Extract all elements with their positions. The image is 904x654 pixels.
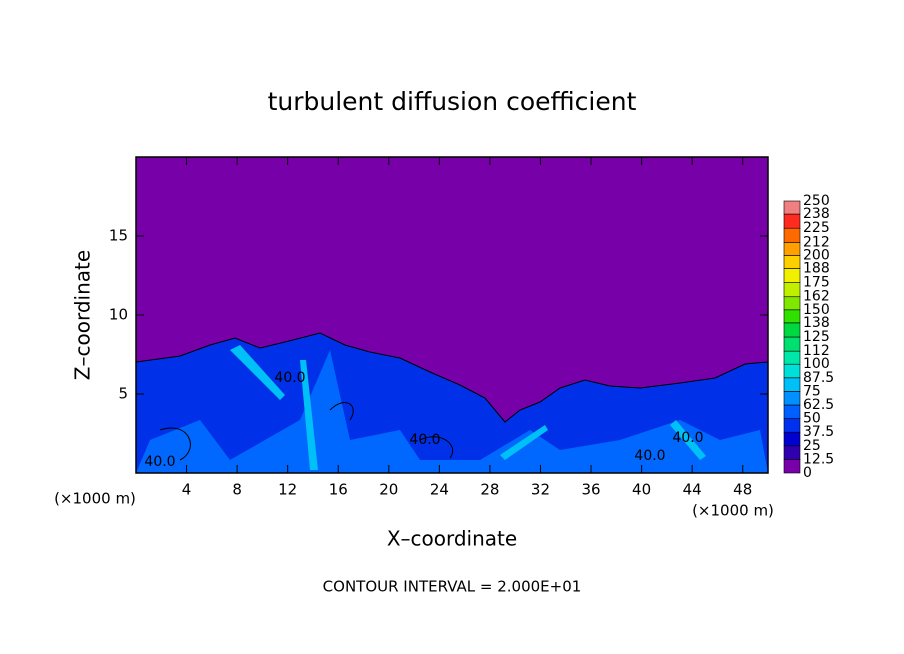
contour-line <box>159 402 453 461</box>
colorbar-band <box>783 445 801 460</box>
x-tick-label: 28 <box>480 481 499 499</box>
contour-label: 40.0 <box>634 448 665 464</box>
chart-title: turbulent diffusion coefficient <box>268 87 637 116</box>
colorbar-tick-label: 50 <box>803 411 821 427</box>
y-unit: (×1000 m) <box>692 502 774 520</box>
colorbar-band <box>783 213 801 229</box>
x-tick-label: 36 <box>581 481 600 499</box>
colorbar-band <box>783 431 801 447</box>
colorbar-tick-label: 100 <box>803 356 830 372</box>
colorbar-band <box>783 377 801 392</box>
colorbar-tick-label: 150 <box>803 302 830 318</box>
y-axis-label: Z–coordinate <box>71 250 95 380</box>
colorbar-tick-label: 238 <box>803 206 830 222</box>
x-tick-label: 48 <box>733 481 752 499</box>
contour-label: 40.0 <box>672 430 703 446</box>
colorbar-tick-label: 188 <box>803 260 830 276</box>
field <box>135 157 769 474</box>
colorbar-tick-label: 250 <box>803 193 830 209</box>
colorbar-band <box>783 336 801 352</box>
colorbar-band <box>783 404 801 419</box>
colorbar-tick-label: 62.5 <box>803 397 834 413</box>
y-tick-label: 10 <box>109 306 128 324</box>
colorbar-tick-label: 87.5 <box>803 370 834 386</box>
x-tick-label: 20 <box>379 481 398 499</box>
colorbar-band <box>783 459 801 474</box>
x-tick-label: 32 <box>531 481 550 499</box>
x-tick-label: 16 <box>329 481 348 499</box>
colorbar-band <box>783 227 801 243</box>
colorbar-band <box>783 296 801 311</box>
y-tick-label: 5 <box>118 385 128 403</box>
colorbar-band <box>783 322 801 338</box>
colorbar-band <box>783 350 801 365</box>
colorbar-tick-label: 25 <box>803 438 821 454</box>
y-tick-label: 15 <box>109 227 128 245</box>
x-tick-label: 12 <box>278 481 297 499</box>
colorbar-tick-label: 37.5 <box>803 424 834 440</box>
colorbar-band <box>783 282 801 298</box>
footer-note: CONTOUR INTERVAL = 2.000E+01 <box>323 578 582 596</box>
colorbar-band <box>783 255 801 269</box>
x-tick-label: 4 <box>182 481 192 499</box>
colorbar-tick-label: 75 <box>803 383 821 399</box>
colorbar-band <box>783 309 801 324</box>
colorbar-band <box>783 391 801 406</box>
contour-label: 40.0 <box>274 370 305 386</box>
colorbar-tick-label: 12.5 <box>803 451 834 467</box>
colorbar-tick-label: 112 <box>803 343 830 359</box>
contour-label: 40.0 <box>409 432 440 448</box>
colorbar-band <box>783 200 801 215</box>
colorbar-band <box>783 268 801 283</box>
colorbar-tick-label: 200 <box>803 247 830 263</box>
colorbar-tick-label: 125 <box>803 329 830 345</box>
x-axis-label: X–coordinate <box>387 527 517 551</box>
colorbar-tick-label: 162 <box>803 289 830 305</box>
colorbar-band <box>783 242 801 256</box>
colorbar-tick-label: 175 <box>803 275 830 291</box>
x-unit: (×1000 m) <box>54 490 136 508</box>
field-region <box>136 350 768 473</box>
contour-label: 40.0 <box>144 454 175 470</box>
colorbar-band <box>783 418 801 433</box>
colorbar-tick-label: 0 <box>803 465 812 481</box>
colorbar-tick-label: 212 <box>803 234 830 250</box>
x-tick-label: 24 <box>430 481 449 499</box>
colorbar-band <box>783 363 801 379</box>
x-tick-label: 8 <box>232 481 242 499</box>
colorbar-tick-label: 138 <box>803 315 830 331</box>
colorbar-tick-label: 225 <box>803 220 830 236</box>
x-tick-label: 44 <box>683 481 702 499</box>
x-tick-label: 40 <box>632 481 651 499</box>
